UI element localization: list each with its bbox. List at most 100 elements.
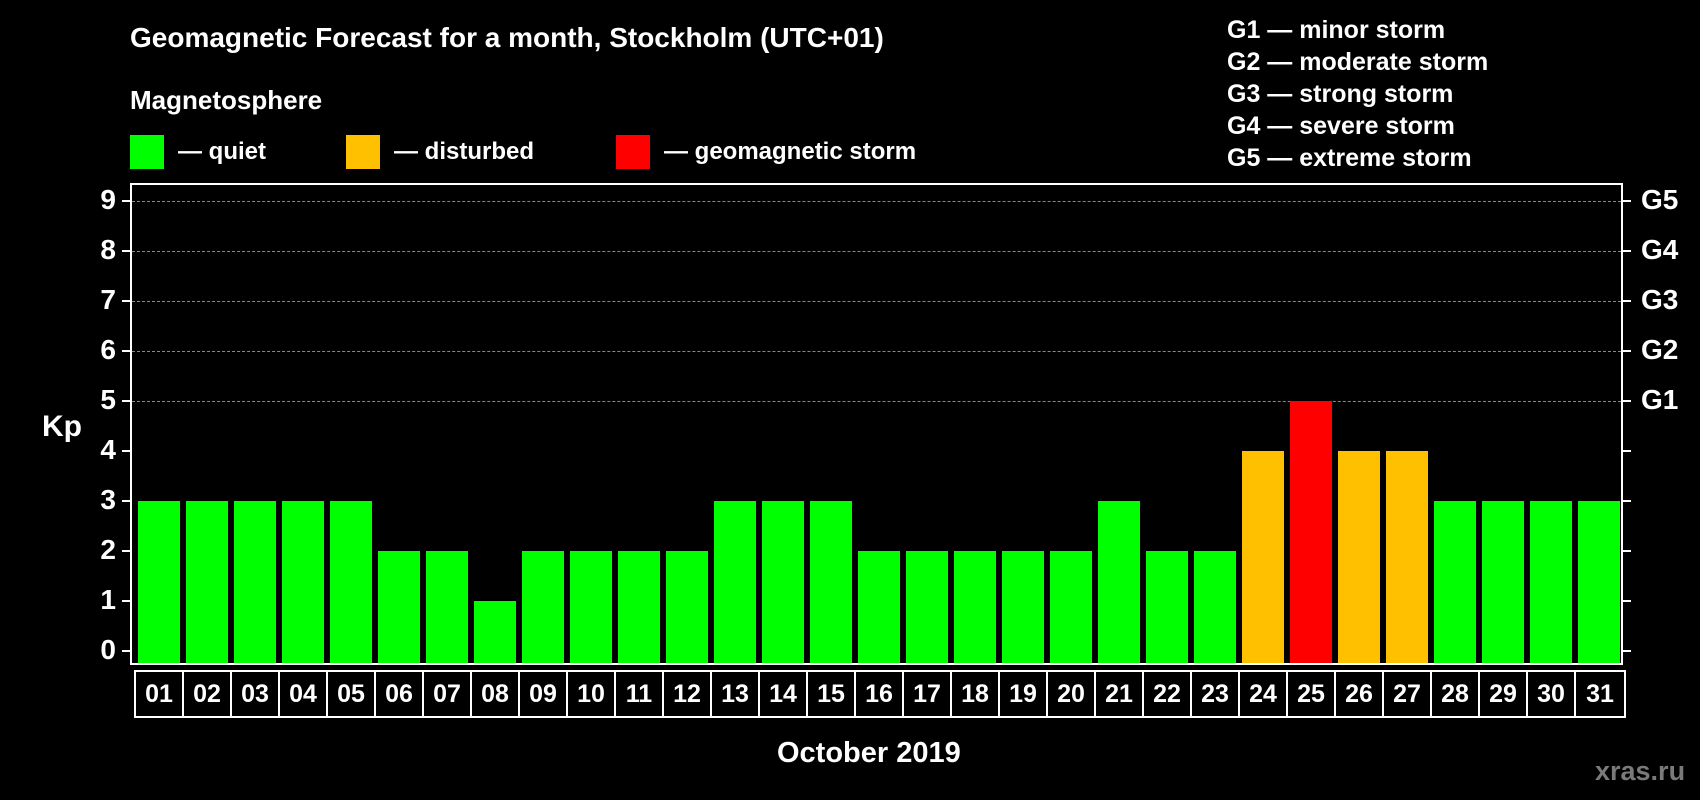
bar-day-29 bbox=[1482, 501, 1524, 663]
bar-day-25 bbox=[1290, 401, 1332, 663]
y-tick-right bbox=[1623, 600, 1631, 602]
day-label: 17 bbox=[904, 672, 952, 716]
day-label: 06 bbox=[376, 672, 424, 716]
bar-day-09 bbox=[522, 551, 564, 663]
day-label: 01 bbox=[136, 672, 184, 716]
day-label: 11 bbox=[616, 672, 664, 716]
y-tick-label: 4 bbox=[100, 434, 116, 465]
y-tick-right bbox=[1623, 300, 1631, 302]
bar-day-27 bbox=[1386, 451, 1428, 663]
gridline bbox=[132, 351, 1621, 352]
legend-item-storm: — geomagnetic storm bbox=[616, 135, 916, 169]
day-label: 14 bbox=[760, 672, 808, 716]
y-tick-right bbox=[1623, 250, 1631, 252]
bar-day-08 bbox=[474, 601, 516, 663]
chart-title: Geomagnetic Forecast for a month, Stockh… bbox=[130, 22, 884, 53]
y-tick-label: 8 bbox=[100, 234, 116, 265]
day-label: 21 bbox=[1096, 672, 1144, 716]
legend-label: — geomagnetic storm bbox=[664, 138, 917, 165]
g-tick-label: G2 bbox=[1641, 334, 1679, 365]
legend-item-quiet: — quiet bbox=[130, 135, 266, 169]
bar-day-24 bbox=[1242, 451, 1284, 663]
day-label: 24 bbox=[1240, 672, 1288, 716]
y-tick-right bbox=[1623, 350, 1631, 352]
y-tick-label: 5 bbox=[100, 384, 116, 415]
y-tick bbox=[122, 400, 130, 402]
y-tick-label: 9 bbox=[100, 184, 116, 215]
bar-day-14 bbox=[762, 501, 804, 663]
bar-day-23 bbox=[1194, 551, 1236, 663]
y-tick-right bbox=[1623, 500, 1631, 502]
g-scale-legend: G1 — minor storm G2 — moderate storm G3 … bbox=[1227, 14, 1488, 174]
g1-legend: G1 — minor storm bbox=[1227, 16, 1446, 44]
bar-day-05 bbox=[330, 501, 372, 663]
bar-day-26 bbox=[1338, 451, 1380, 663]
day-label: 08 bbox=[472, 672, 520, 716]
y-tick-label: 6 bbox=[100, 334, 116, 365]
bar-day-18 bbox=[954, 551, 996, 663]
y-tick bbox=[122, 450, 130, 452]
legend-label: — disturbed bbox=[394, 138, 535, 165]
g5-legend: G5 — extreme storm bbox=[1227, 144, 1472, 172]
watermark: xras.ru bbox=[1595, 756, 1686, 786]
y-tick-right bbox=[1623, 200, 1631, 202]
day-label: 31 bbox=[1586, 679, 1614, 708]
bar-day-31 bbox=[1578, 501, 1620, 663]
gridline bbox=[132, 251, 1621, 252]
g-tick-label: G5 bbox=[1641, 184, 1679, 215]
y-tick bbox=[122, 200, 130, 202]
disturbed-swatch-icon bbox=[346, 135, 380, 169]
bar-day-02 bbox=[186, 501, 228, 663]
g2-legend: G2 — moderate storm bbox=[1227, 48, 1489, 76]
y-tick-label: 7 bbox=[100, 284, 116, 315]
day-label: 02 bbox=[184, 672, 232, 716]
legend-title: Magnetosphere bbox=[130, 85, 323, 115]
storm-swatch-icon bbox=[616, 135, 650, 169]
g-tick-label: G4 bbox=[1641, 234, 1679, 265]
day-label: 23 bbox=[1192, 672, 1240, 716]
x-axis-label: October 2019 bbox=[777, 737, 961, 769]
bar-day-20 bbox=[1050, 551, 1092, 663]
y-tick-right bbox=[1623, 650, 1631, 652]
quiet-swatch-icon bbox=[130, 135, 164, 169]
day-label: 19 bbox=[1000, 672, 1048, 716]
y-tick bbox=[122, 250, 130, 252]
legend-item-disturbed: — disturbed bbox=[346, 135, 534, 169]
day-label: 05 bbox=[328, 672, 376, 716]
day-label: 16 bbox=[856, 672, 904, 716]
day-label: 09 bbox=[520, 672, 568, 716]
bar-day-13 bbox=[714, 501, 756, 663]
day-label: 07 bbox=[424, 672, 472, 716]
gridline bbox=[132, 301, 1621, 302]
bar-day-12 bbox=[666, 551, 708, 663]
y-tick-right bbox=[1623, 400, 1631, 402]
y-tick-label: 0 bbox=[100, 634, 116, 665]
bar-day-11 bbox=[618, 551, 660, 663]
bar-day-16 bbox=[858, 551, 900, 663]
day-label: 28 bbox=[1432, 672, 1480, 716]
bar-day-06 bbox=[378, 551, 420, 663]
y-tick-label: 3 bbox=[100, 484, 116, 515]
y-axis-label: Kp bbox=[42, 410, 82, 443]
day-label: 29 bbox=[1480, 672, 1528, 716]
bar-day-07 bbox=[426, 551, 468, 663]
g3-legend: G3 — strong storm bbox=[1227, 80, 1454, 108]
day-label: 18 bbox=[952, 672, 1000, 716]
y-tick bbox=[122, 600, 130, 602]
day-label: 10 bbox=[568, 672, 616, 716]
bar-day-01 bbox=[138, 501, 180, 663]
y-tick bbox=[122, 500, 130, 502]
y-tick-right bbox=[1623, 550, 1631, 552]
day-label: 20 bbox=[1048, 672, 1096, 716]
day-labels: 01 02 03 04 05 06 07 08 09 10 11 12 13 14 15 16 17 18 19 20… bbox=[134, 670, 1626, 718]
bar-day-10 bbox=[570, 551, 612, 663]
y-tick-label: 1 bbox=[100, 584, 116, 615]
day-label: 25 bbox=[1288, 672, 1336, 716]
plot-area bbox=[130, 183, 1623, 665]
bar-day-17 bbox=[906, 551, 948, 663]
day-label: 13 bbox=[712, 672, 760, 716]
day-label: 03 bbox=[232, 672, 280, 716]
y-tick bbox=[122, 350, 130, 352]
day-label: 04 bbox=[280, 672, 328, 716]
bar-day-21 bbox=[1098, 501, 1140, 663]
